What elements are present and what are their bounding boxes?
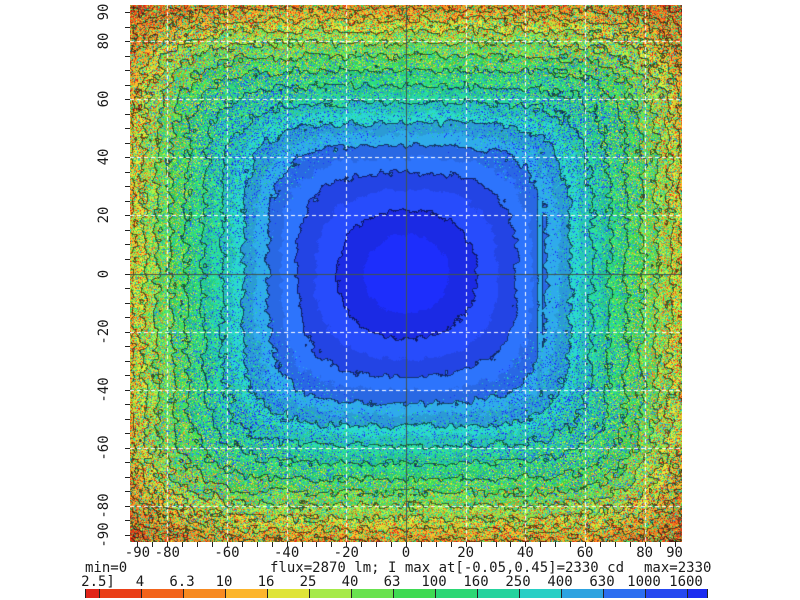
x-axis-tick [629, 542, 631, 547]
colorbar [85, 589, 708, 598]
y-axis-tick-label: -20 [96, 318, 112, 345]
colorbar-segment [85, 589, 100, 598]
intensity-heatmap-canvas [130, 5, 682, 542]
x-axis-tick-label: 20 [457, 545, 475, 561]
x-axis-tick [346, 542, 348, 547]
x-axis-tick [376, 542, 378, 547]
x-axis-tick [182, 542, 184, 547]
x-axis-tick [271, 542, 273, 547]
max-value-label: max=2330 [644, 560, 712, 576]
x-axis-tick-label: 60 [576, 545, 594, 561]
x-axis-tick [674, 542, 676, 547]
colorbar-level-label: 10 [215, 574, 233, 590]
colorbar-segment [100, 589, 142, 598]
colorbar-level-label: 6.3 [169, 574, 195, 590]
y-axis-tick-label: 80 [96, 32, 112, 50]
colorbar-level-label: 2.5] [81, 574, 115, 590]
x-axis-tick [599, 542, 601, 547]
x-axis-tick [331, 542, 333, 547]
y-axis-tick-label: 20 [96, 207, 112, 224]
x-axis-tick [659, 542, 661, 547]
colorbar-level-label: 100 [421, 574, 447, 590]
colorbar-segment [352, 589, 394, 598]
x-axis-tick [137, 542, 139, 547]
colorbar-level-label: 250 [505, 574, 531, 590]
colorbar-level-label: 63 [383, 574, 401, 590]
x-axis-tick [614, 542, 616, 547]
flux-peak-label: flux=2870 lm; I max at[-0.05,0.45]=2330 … [270, 560, 625, 576]
x-axis-tick [480, 542, 482, 547]
x-axis-tick-label: 90 [666, 545, 683, 561]
x-axis-tick [406, 542, 407, 547]
x-axis-tick [361, 542, 363, 547]
x-axis-tick [555, 542, 557, 547]
colorbar-segment [142, 589, 184, 598]
y-axis-tick-label: 0 [96, 269, 112, 278]
x-axis-tick [301, 542, 303, 547]
colorbar-segment [310, 589, 352, 598]
colorbar-segment [688, 589, 708, 598]
colorbar-segment [226, 589, 268, 598]
min-value-label: min=0 [85, 560, 128, 576]
x-axis-tick [435, 542, 437, 547]
x-axis-tick [644, 542, 646, 547]
y-axis-tick-label: 40 [96, 148, 112, 166]
x-axis-tick [241, 542, 243, 547]
x-axis-tick-label: -80 [154, 545, 180, 561]
x-axis-tick-label: -40 [273, 545, 300, 561]
colorbar-segment [562, 589, 604, 598]
y-axis-tick-label: 90 [96, 3, 112, 21]
colorbar-level-label: 16 [257, 574, 275, 590]
colorbar-segment [436, 589, 478, 598]
x-axis-tick [316, 542, 318, 547]
x-axis-tick [525, 542, 527, 547]
x-axis-tick-label: 0 [401, 545, 411, 561]
x-axis-tick-label: -60 [214, 545, 240, 561]
x-axis-tick-label: 80 [636, 545, 654, 561]
colorbar-level-label: 400 [547, 574, 573, 590]
x-axis-tick [465, 542, 467, 547]
y-axis-tick-label: 60 [96, 90, 112, 108]
y-axis-tick-label: -60 [96, 435, 112, 461]
x-axis-tick [510, 542, 512, 547]
x-axis-tick [197, 542, 199, 547]
colorbar-segment [520, 589, 562, 598]
x-axis-tick [167, 542, 169, 547]
x-axis-tick [226, 542, 228, 547]
y-axis-tick-label: -90 [96, 522, 112, 548]
colorbar-segment [394, 589, 436, 598]
x-axis-tick [391, 542, 393, 547]
colorbar-level-label: 1600 [669, 574, 703, 590]
colorbar-level-label: 40 [341, 574, 359, 590]
x-axis-tick [152, 542, 154, 547]
y-axis-tick-label: -80 [96, 493, 112, 519]
colorbar-segment [184, 589, 226, 598]
x-axis-tick [495, 542, 497, 547]
colorbar-segment [646, 589, 688, 598]
x-axis-tick [585, 542, 587, 547]
colorbar-segment [604, 589, 646, 598]
x-axis-tick [570, 542, 572, 547]
colorbar-level-label: 630 [589, 574, 615, 590]
x-axis-tick [420, 542, 422, 547]
x-axis-tick [212, 542, 214, 547]
x-axis-tick-label: -20 [333, 545, 359, 561]
x-axis-tick [450, 542, 452, 547]
colorbar-level-label: 25 [299, 574, 317, 590]
x-axis-tick-label: 40 [516, 545, 534, 561]
x-axis-tick-label: -90 [124, 545, 151, 561]
x-axis-tick [256, 542, 258, 547]
x-axis-tick [286, 542, 288, 547]
colorbar-level-label: 1000 [627, 574, 661, 590]
x-axis-tick [540, 542, 542, 547]
colorbar-segment [478, 589, 520, 598]
colorbar-level-label: 4 [135, 574, 145, 590]
colorbar-level-label: 160 [463, 574, 489, 590]
colorbar-segment [268, 589, 310, 598]
y-axis-tick-label: -40 [96, 376, 112, 403]
